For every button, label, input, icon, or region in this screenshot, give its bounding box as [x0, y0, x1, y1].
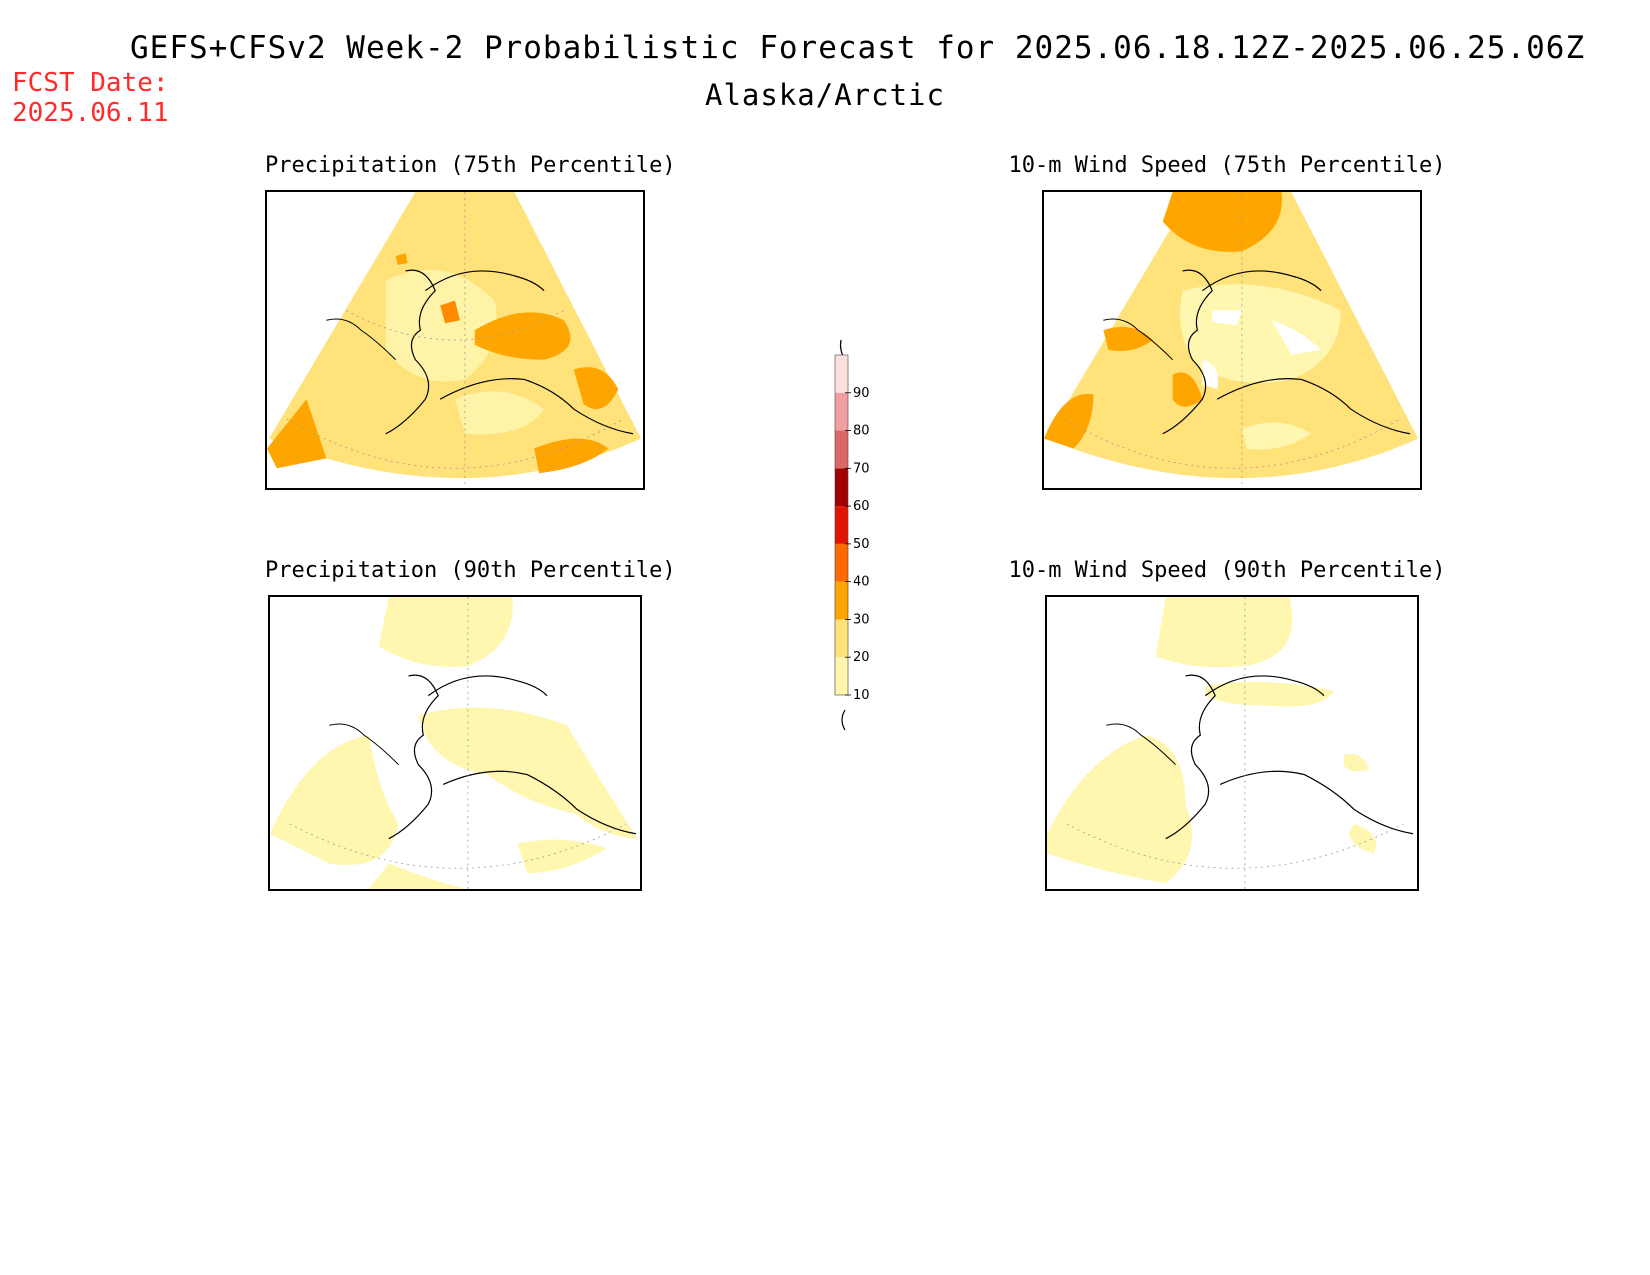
colorbar-swatch [835, 619, 848, 658]
panel-title-precip-75: Precipitation (75th Percentile) [265, 153, 676, 178]
colorbar-swatch [835, 657, 848, 695]
colorbar: 10 20 30 40 50 60 70 80 90 [825, 335, 895, 735]
orange-region [1172, 372, 1203, 407]
orange-region [1162, 192, 1282, 252]
coastline [424, 270, 545, 292]
map-precip-75 [267, 192, 642, 488]
graticule [1066, 823, 1404, 869]
coastline [442, 770, 637, 835]
colorbar-frame [834, 354, 849, 696]
colorbar-swatch [835, 430, 848, 469]
yellow-region [1155, 597, 1293, 668]
lighter-region [1180, 284, 1341, 383]
yellow-region [418, 707, 639, 840]
coastline [385, 269, 436, 435]
forecast-date-label: FCST Date: [12, 68, 169, 98]
map-wind-75 [1044, 192, 1419, 488]
lighter-region [455, 391, 545, 435]
map-panel-wind-75 [1042, 190, 1422, 490]
colorbar-tick-label: 60 [853, 499, 870, 514]
coastline [1219, 770, 1414, 835]
colorbar-tick-label: 20 [853, 650, 870, 665]
colorbar-tick-label: 10 [853, 688, 870, 703]
map-panel-wind-90 [1045, 595, 1419, 891]
yellow-region [517, 839, 607, 874]
colorbar-tick-label: 30 [853, 612, 870, 627]
yellow-region [368, 863, 468, 889]
coastline [1162, 269, 1213, 435]
colorbar-swatch [835, 543, 848, 582]
colorbar-swatch [835, 355, 848, 393]
coastline [1103, 318, 1173, 361]
yellow-region [1205, 681, 1334, 707]
colorbar-bottom-cap [841, 709, 846, 731]
map-wind-90 [1047, 597, 1416, 889]
region-subtitle: Alaska/Arctic [705, 78, 945, 112]
coastline [388, 674, 439, 840]
graticule [286, 418, 624, 469]
panel-title-precip-90: Precipitation (90th Percentile) [265, 558, 676, 583]
yellow-region [1343, 753, 1369, 772]
yellow-region [1348, 823, 1376, 854]
map-panel-precip-90 [268, 595, 642, 891]
white-gap [1271, 320, 1322, 355]
forecast-date-block: FCST Date: 2025.06.11 [12, 68, 169, 128]
colorbar-tick-label: 90 [853, 386, 870, 401]
map-precip-90 [270, 597, 639, 889]
colorbar-swatch [835, 392, 848, 431]
coastline [1201, 270, 1322, 292]
orange-region [1103, 326, 1153, 352]
yellow-region [378, 597, 513, 667]
panel-title-wind-90: 10-m Wind Speed (90th Percentile) [1008, 558, 1446, 583]
orange-region [573, 367, 619, 410]
orange-region [267, 399, 327, 469]
graticule [289, 823, 627, 869]
coastline [1165, 674, 1216, 840]
orange-region [534, 438, 609, 474]
colorbar-svg: 10 20 30 40 50 60 70 80 90 [834, 339, 870, 731]
white-gap [1212, 310, 1242, 326]
colorbar-tick-label: 70 [853, 461, 870, 476]
orange-region [395, 253, 408, 266]
graticule [345, 310, 565, 341]
page-title: GEFS+CFSv2 Week-2 Probabilistic Forecast… [130, 30, 1586, 66]
graticule [1063, 418, 1401, 469]
coastline [1216, 378, 1411, 435]
coastline [427, 675, 548, 697]
coastline [326, 318, 396, 361]
colorbar-tick-label: 40 [853, 575, 870, 590]
map-panel-precip-75 [265, 190, 645, 490]
white-gap [1202, 359, 1219, 390]
panel-title-wind-75: 10-m Wind Speed (75th Percentile) [1008, 153, 1446, 178]
coastline [1106, 723, 1176, 766]
coastline [329, 723, 399, 766]
forecast-date-value: 2025.06.11 [12, 98, 169, 128]
orange-region [440, 300, 460, 324]
colorbar-swatch [835, 468, 848, 507]
orange-region [474, 312, 571, 360]
colorbar-swatch [835, 581, 848, 620]
colorbar-tick-label: 50 [853, 537, 870, 552]
coastline [1204, 675, 1325, 697]
colorbar-swatch [835, 506, 848, 544]
yellow-region [1047, 735, 1193, 884]
orange-region [1044, 393, 1094, 449]
yellow-region [270, 735, 399, 865]
colorbar-tick-label: 80 [853, 424, 870, 439]
coastline [439, 378, 634, 435]
lighter-region [1241, 422, 1312, 450]
